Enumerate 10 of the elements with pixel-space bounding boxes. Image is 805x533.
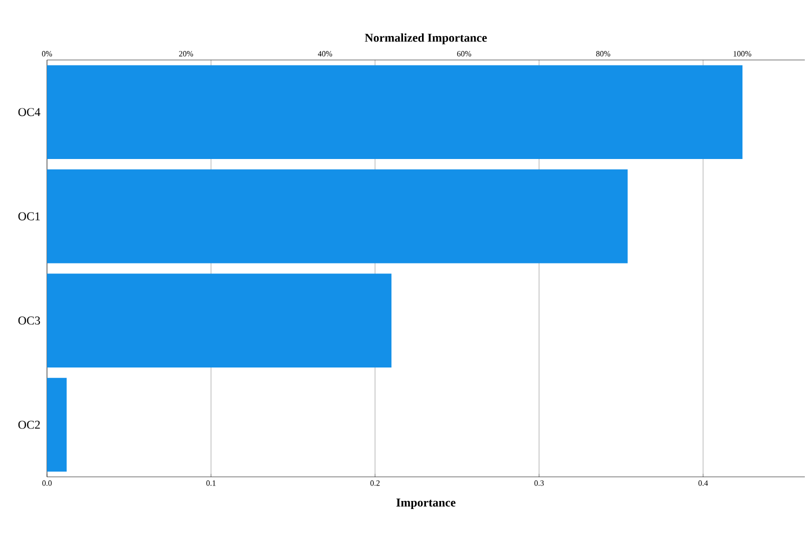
bar (46, 274, 392, 368)
y-tick-label: OC2 (18, 420, 40, 429)
bar (46, 169, 628, 264)
y-tick-label: OC1 (18, 212, 40, 220)
x-axis-title: Importance (396, 498, 456, 510)
bar (46, 378, 67, 472)
y-tick-label: OC3 (18, 316, 40, 325)
y-tick-label: OC4 (18, 108, 40, 116)
x2-axis-title: Normalized Importance (364, 33, 487, 44)
bar (46, 65, 742, 160)
